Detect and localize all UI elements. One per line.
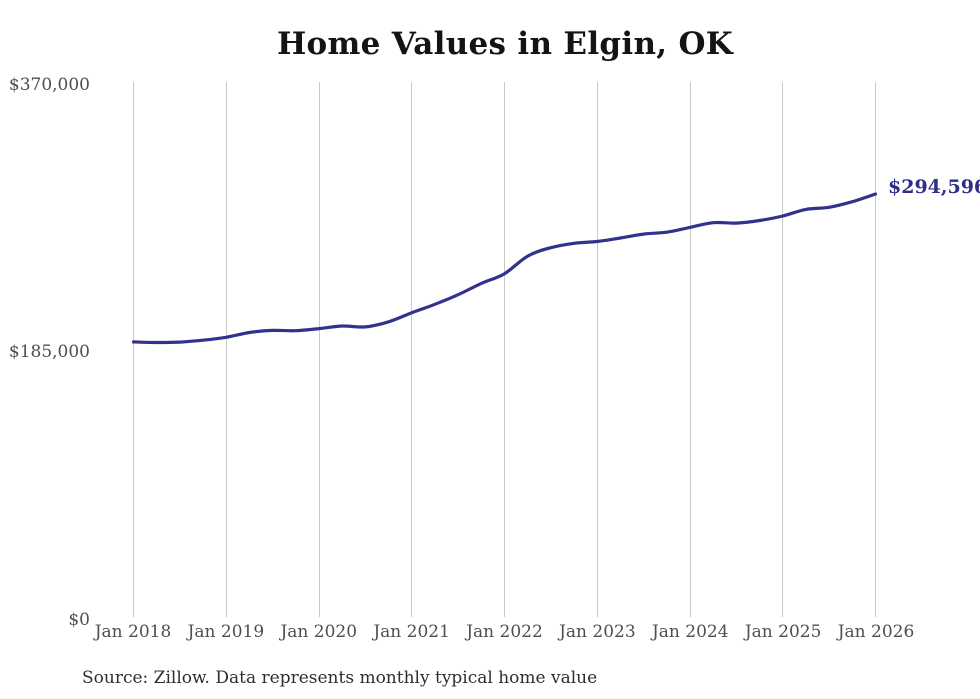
y-axis-tick-label: $0 xyxy=(68,610,90,630)
source-note: Source: Zillow. Data represents monthly … xyxy=(82,668,598,688)
y-axis-tick-label: $370,000 xyxy=(8,75,90,95)
gridline xyxy=(689,82,691,617)
gridline xyxy=(504,82,505,617)
gridline xyxy=(875,82,876,617)
x-axis: Jan 2018 Jan 2019 Jan 2020 Jan 2021 Jan … xyxy=(88,622,921,642)
x-axis-tick-label: Jan 2019 xyxy=(187,622,265,642)
chart-title: Home Values in Elgin, OK xyxy=(276,26,734,62)
x-axis-tick-label: Jan 2024 xyxy=(651,622,729,642)
x-axis-tick-label: Jan 2023 xyxy=(559,622,636,642)
gridline xyxy=(782,82,784,617)
x-axis-tick-label: Jan 2021 xyxy=(373,622,450,642)
gridline xyxy=(225,82,227,617)
end-value-label: $294,596 xyxy=(888,176,980,198)
gridline xyxy=(133,82,134,617)
x-axis-tick-label: Jan 2020 xyxy=(280,622,358,642)
x-axis-tick-label: Jan 2018 xyxy=(94,622,172,642)
gridlines xyxy=(133,82,876,617)
x-axis-tick-label: Jan 2026 xyxy=(837,622,915,642)
y-axis-tick-label: $185,000 xyxy=(8,342,90,362)
gridline xyxy=(411,82,413,617)
x-axis-tick-label: Jan 2022 xyxy=(466,622,543,642)
plot-area xyxy=(133,82,876,617)
x-axis-tick-label: Jan 2025 xyxy=(744,622,822,642)
gridline xyxy=(318,82,320,617)
y-axis: $370,000 $185,000 $0 xyxy=(0,0,90,699)
gridline xyxy=(596,82,598,617)
